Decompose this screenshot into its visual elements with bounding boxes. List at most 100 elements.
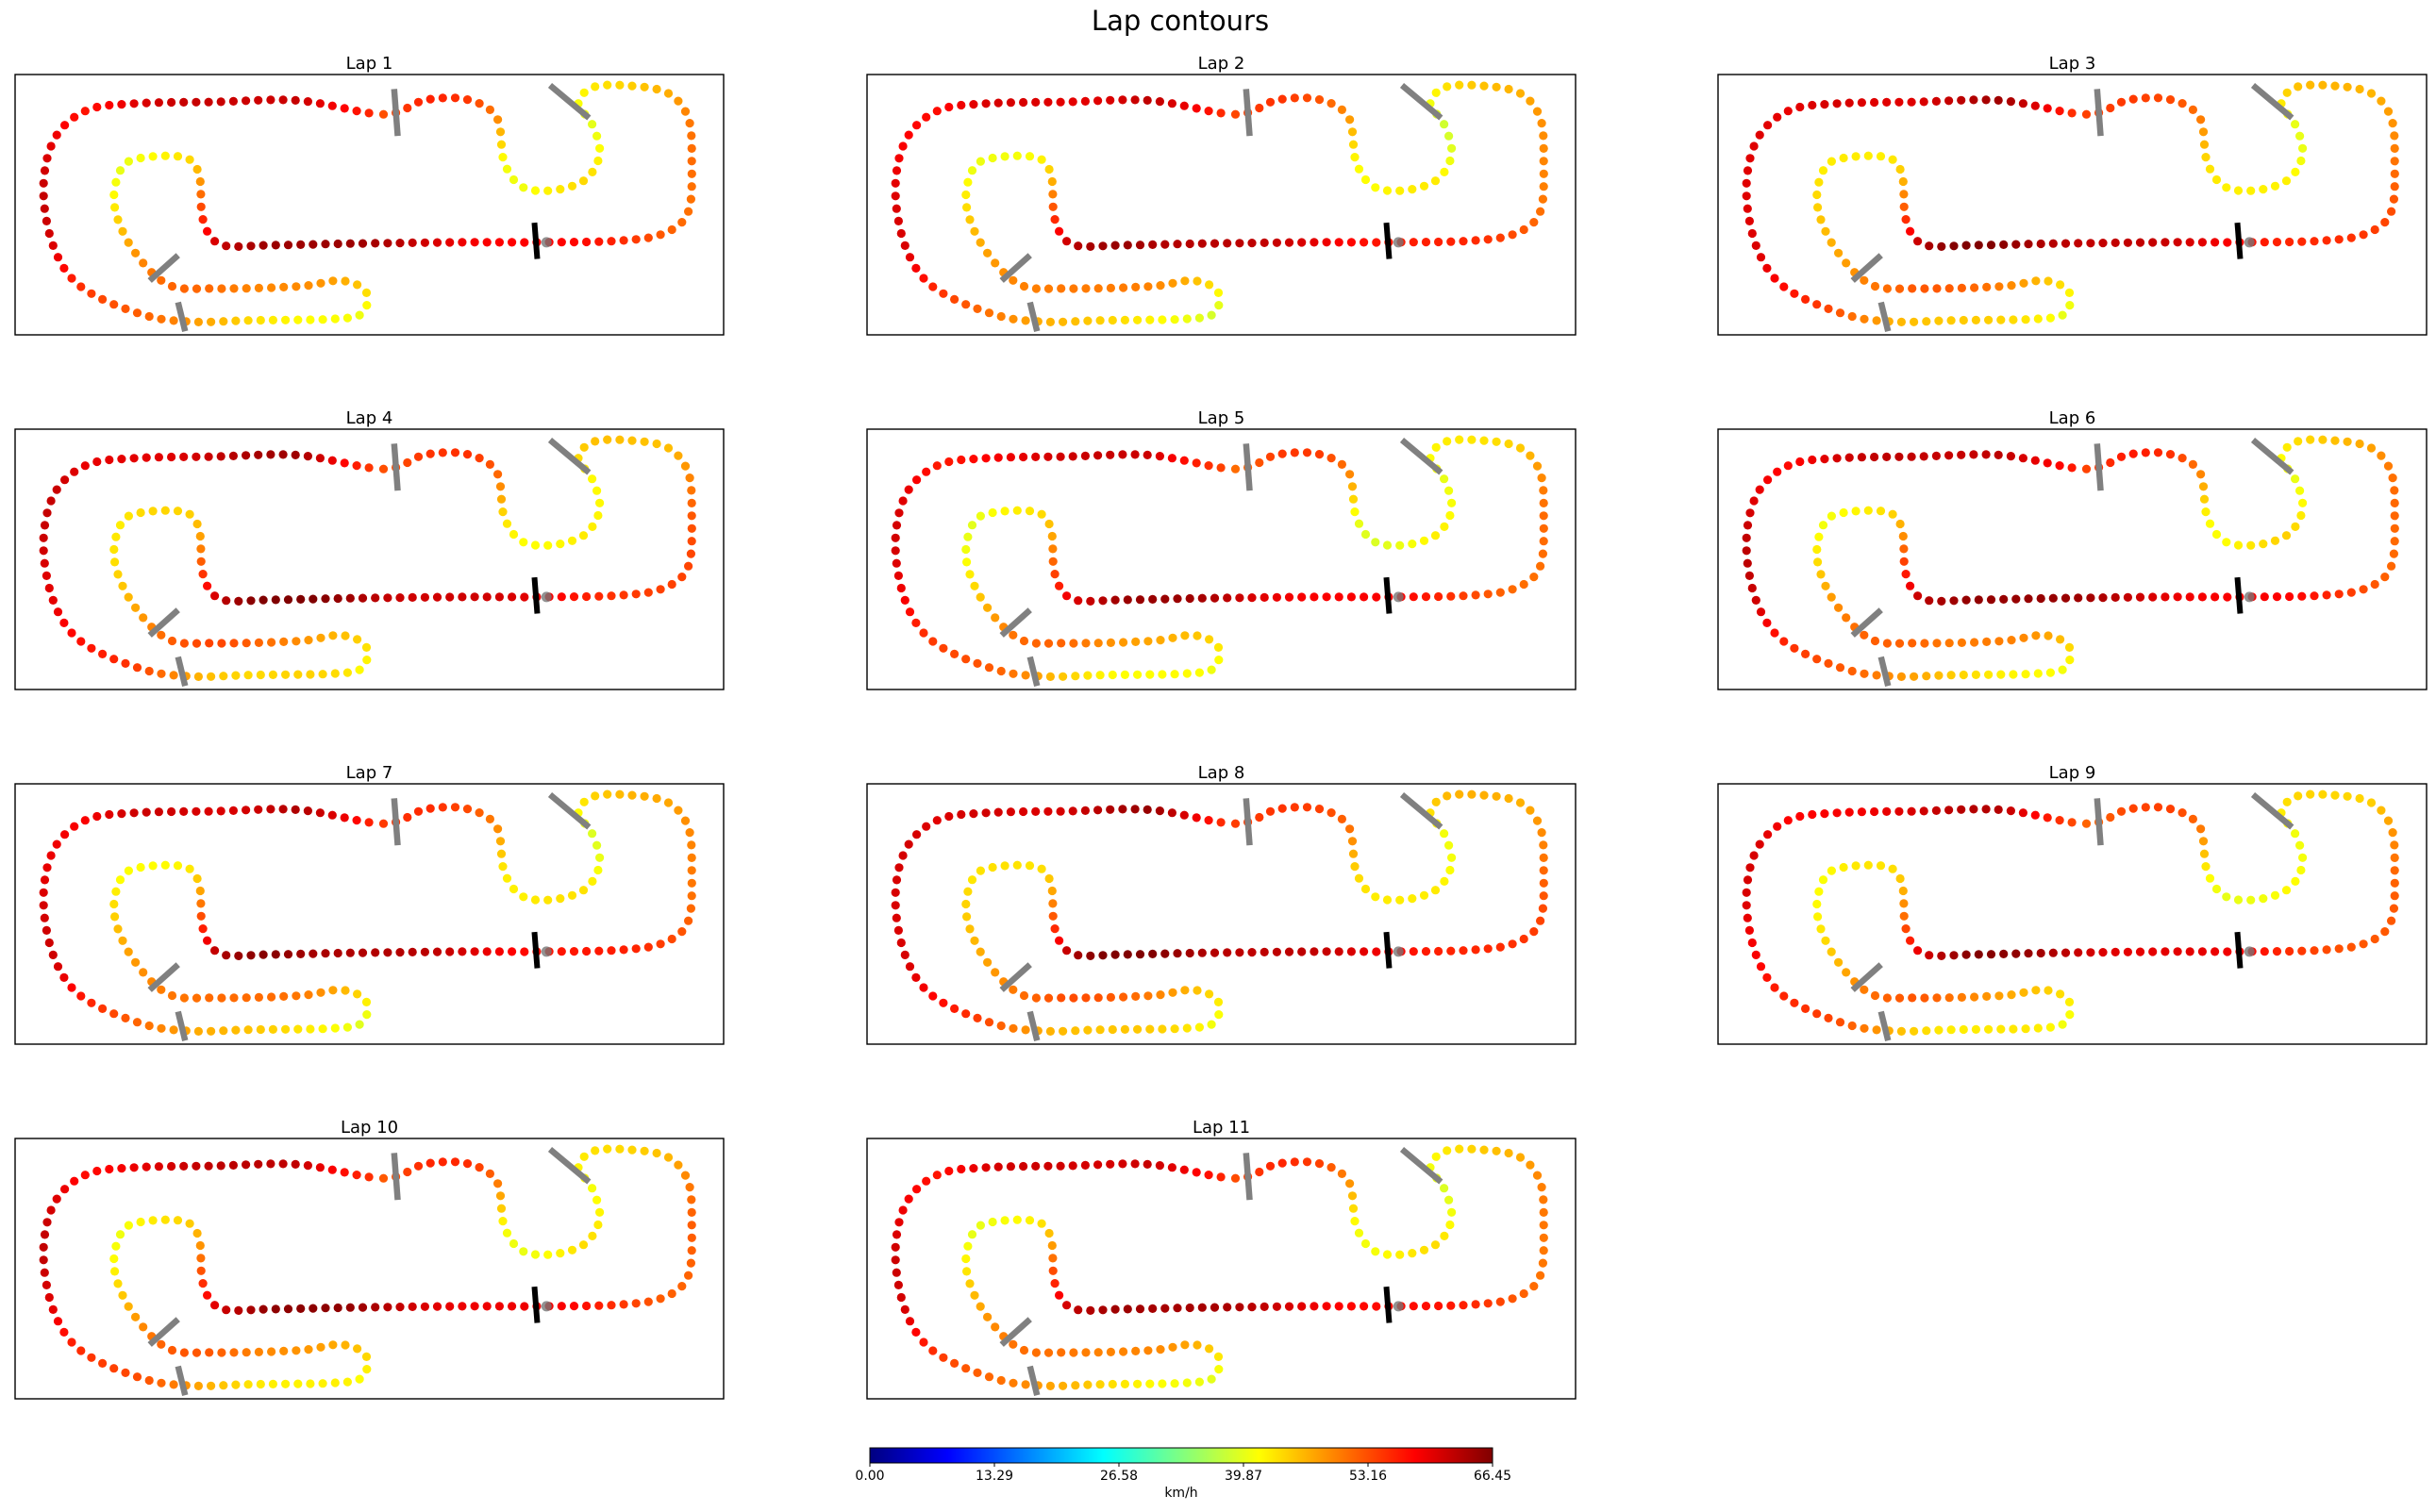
speed-point xyxy=(395,1303,404,1311)
speed-point xyxy=(961,300,970,308)
speed-point xyxy=(130,808,139,817)
speed-point xyxy=(2059,1021,2067,1029)
speed-point xyxy=(403,1168,411,1176)
speed-point xyxy=(1871,637,1879,645)
speed-point xyxy=(1420,182,1428,191)
speed-point xyxy=(1757,607,1765,616)
speed-point xyxy=(1081,639,1090,647)
speed-point xyxy=(2199,482,2208,490)
speed-point xyxy=(2031,276,2040,285)
speed-point xyxy=(591,1146,599,1155)
speed-point xyxy=(105,456,113,464)
speed-point xyxy=(1335,592,1343,601)
speed-point xyxy=(939,290,947,298)
speed-point xyxy=(893,205,901,213)
split-gate xyxy=(1246,89,1250,136)
speed-point xyxy=(1408,1249,1416,1257)
speed-point xyxy=(1026,152,1034,160)
speed-point xyxy=(1784,461,1793,470)
speed-point xyxy=(2390,195,2398,204)
speed-point xyxy=(2024,594,2032,603)
speed-point xyxy=(1934,1026,1943,1035)
speed-point xyxy=(1479,791,1488,800)
speed-point xyxy=(976,239,985,247)
speed-point xyxy=(1069,284,1077,292)
speed-point xyxy=(87,1354,95,1362)
speed-point xyxy=(899,496,908,505)
speed-point xyxy=(1049,1267,1058,1275)
speed-point xyxy=(231,672,240,680)
speed-point xyxy=(1455,1145,1463,1154)
speed-point xyxy=(2201,153,2210,161)
speed-point xyxy=(1779,637,1788,645)
speed-point xyxy=(121,1014,129,1022)
speed-point xyxy=(1422,592,1430,601)
speed-point xyxy=(983,1313,992,1321)
speed-point xyxy=(1055,227,1063,236)
speed-point xyxy=(139,1322,147,1331)
speed-point xyxy=(433,239,442,247)
speed-point xyxy=(316,1163,325,1171)
speed-point xyxy=(2189,815,2197,823)
speed-point xyxy=(131,604,140,612)
speed-point xyxy=(1944,96,1953,105)
speed-point xyxy=(1972,671,1980,679)
speed-point xyxy=(1171,1024,1179,1033)
speed-point xyxy=(196,190,205,198)
speed-point xyxy=(1752,596,1760,605)
speed-point xyxy=(1214,998,1223,1006)
speed-point xyxy=(2065,301,2074,309)
speed-point xyxy=(519,1247,527,1255)
speed-point xyxy=(362,998,371,1006)
speed-point xyxy=(1081,993,1090,1002)
speed-point xyxy=(197,203,206,211)
speed-point xyxy=(1350,153,1359,161)
speed-point xyxy=(558,947,566,955)
speed-point xyxy=(1833,454,1842,462)
speed-point xyxy=(284,595,292,604)
speed-point xyxy=(1038,156,1046,164)
speed-point xyxy=(167,98,175,107)
speed-point xyxy=(1860,670,1868,678)
speed-point xyxy=(595,1208,604,1217)
speed-point xyxy=(1291,803,1299,811)
speed-point xyxy=(1260,239,1269,247)
speed-point xyxy=(1420,1246,1428,1254)
speed-point xyxy=(2019,454,2027,462)
speed-point xyxy=(543,187,552,195)
speed-point xyxy=(905,1195,913,1204)
speed-point xyxy=(933,1171,942,1179)
speed-point xyxy=(1540,537,1548,545)
speed-point xyxy=(688,182,696,191)
speed-point xyxy=(1291,93,1299,102)
speed-point xyxy=(1970,992,1978,1001)
speed-point xyxy=(1745,154,1754,162)
speed-point xyxy=(543,541,552,550)
speed-point xyxy=(1509,939,1517,948)
speed-point xyxy=(2384,462,2393,471)
speed-point xyxy=(1877,507,1885,515)
speed-point xyxy=(2344,438,2352,446)
speed-point xyxy=(1842,258,1850,267)
speed-point xyxy=(421,1303,429,1311)
speed-point xyxy=(1109,1025,1117,1034)
speed-point xyxy=(203,937,211,945)
speed-point xyxy=(664,798,673,806)
speed-point xyxy=(2065,289,2074,297)
speed-point xyxy=(1958,639,1966,647)
speed-point xyxy=(1156,1345,1164,1354)
speed-point xyxy=(973,1369,981,1377)
speed-point xyxy=(137,154,145,162)
speed-point xyxy=(1516,1153,1525,1161)
speed-point xyxy=(284,1304,292,1313)
speed-point xyxy=(362,1010,371,1019)
speed-point xyxy=(269,1380,277,1388)
speed-point xyxy=(911,1328,920,1337)
speed-point xyxy=(125,948,133,956)
speed-point xyxy=(109,1364,118,1372)
speed-point xyxy=(963,533,972,541)
speed-point xyxy=(60,121,69,129)
speed-point xyxy=(359,240,367,248)
speed-point xyxy=(41,521,49,529)
speed-point xyxy=(47,496,56,505)
